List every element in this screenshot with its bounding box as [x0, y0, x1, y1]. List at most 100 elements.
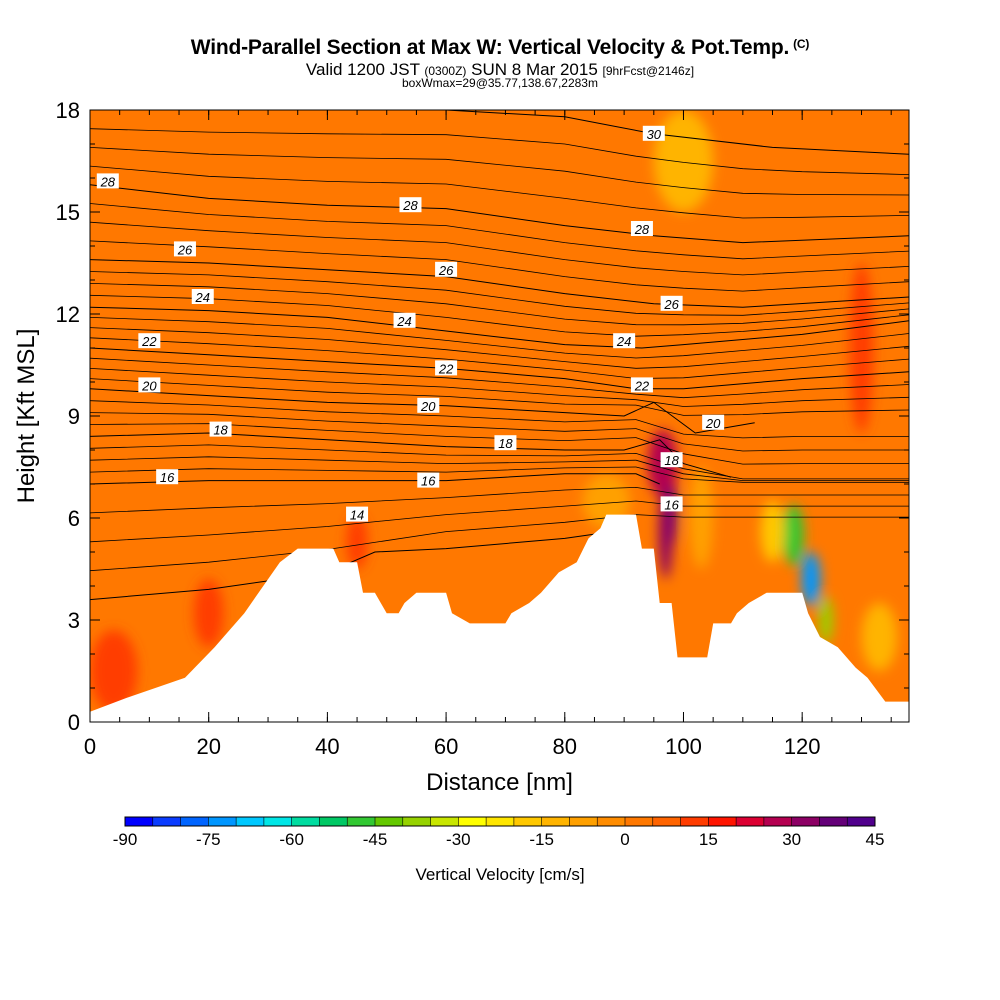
x-tick-label: 20	[196, 734, 220, 759]
velocity-anomaly-9	[346, 514, 368, 569]
colorbar-swatch	[347, 817, 376, 826]
contour-label: 26	[177, 242, 193, 257]
chart-title-text: Wind-Parallel Section at Max W: Vertical…	[190, 36, 790, 59]
isentrope-minor	[90, 357, 909, 399]
velocity-anomaly-8	[193, 579, 224, 648]
isentrope-minor	[90, 240, 909, 292]
colorbar-swatch	[736, 817, 765, 826]
isentrope-20	[90, 388, 755, 434]
colorbar-swatch	[430, 817, 459, 826]
colorbar-tick-label: -15	[529, 830, 554, 849]
isentrope-16	[90, 473, 660, 485]
isentrope-22	[90, 347, 909, 390]
x-tick-label: 100	[665, 734, 702, 759]
contour-label: 26	[663, 297, 679, 312]
contour-label-box	[435, 261, 458, 277]
velocity-anomaly-3	[801, 552, 821, 607]
isentrope-minor	[90, 203, 909, 260]
isentrope-minor	[90, 271, 909, 316]
terrain	[90, 514, 909, 722]
colorbar-swatch	[597, 817, 626, 826]
isentrope-minor	[90, 444, 909, 480]
contour-label: 16	[160, 470, 175, 485]
subtitle-valid: Valid 1200 JST	[305, 60, 420, 79]
contour-label-box	[435, 360, 458, 376]
contour-label-box	[96, 173, 119, 189]
velocity-anomaly-6	[760, 500, 785, 563]
isentrope-intermediate	[90, 128, 909, 572]
contour-label-box	[399, 197, 422, 213]
colorbar-swatch	[486, 817, 515, 826]
contour-label: 26	[438, 263, 454, 278]
contour-label-box	[494, 435, 517, 451]
colorbar-swatch	[569, 817, 598, 826]
contour-label-box	[613, 333, 636, 349]
velocity-anomaly-5	[818, 596, 834, 644]
contour-label-box	[660, 496, 683, 512]
x-axis-title: Distance [nm]	[426, 769, 573, 796]
contour-label: 24	[195, 290, 210, 305]
contour-label-box	[138, 333, 161, 349]
colorbar-tick-label: 30	[782, 830, 801, 849]
y-axis-title: Height [Kft MSL]	[13, 329, 40, 504]
colorbar-title: Vertical Velocity [cm/s]	[415, 865, 584, 884]
contour-label: 24	[396, 314, 411, 329]
colorbar-tick-label: 0	[620, 830, 629, 849]
colorbar-swatch	[375, 817, 404, 826]
contour-label-box	[660, 295, 683, 311]
colorbar-swatch	[791, 817, 820, 826]
isentrope-minor	[90, 412, 909, 452]
isentrope-minor	[90, 283, 909, 326]
contour-label-box	[393, 312, 416, 328]
subtitle-forecast: [9hrFcst@2146z]	[602, 64, 695, 78]
contour-label-box	[660, 452, 683, 468]
contour-label: 30	[647, 127, 662, 142]
colorbar-swatch	[847, 817, 876, 826]
colorbar-swatch	[652, 817, 682, 826]
isentrope-minor	[90, 317, 909, 359]
colorbar-swatch	[180, 817, 209, 826]
colorbar-tick-label: -90	[113, 830, 138, 849]
y-tick-label: 18	[56, 98, 80, 123]
velocity-anomalies	[90, 110, 898, 712]
colorbar-swatch	[291, 817, 320, 826]
axis-ticks: 0 20 40 60 80 100 120 0 3 6 9 12 15 18	[56, 98, 909, 759]
isentrope-minor	[90, 128, 909, 175]
velocity-anomaly-13	[849, 263, 874, 433]
chart-title: Wind-Parallel Section at Max W: Vertical…	[0, 36, 1000, 60]
y-tick-label: 9	[68, 404, 80, 429]
contour-label: 28	[100, 174, 116, 189]
contour-label-box	[173, 241, 196, 257]
isentrope-minor	[90, 400, 909, 439]
contour-label: 20	[420, 399, 436, 414]
colorbar-swatch	[819, 817, 848, 826]
x-tick-label: 0	[84, 734, 96, 759]
colorbar-tick-label: -60	[279, 830, 304, 849]
y-tick-label: 3	[68, 608, 80, 633]
contour-labels: 28 28 28 30 26 26 26 24 24 24 22 22 22 20 20 20 18 18 18 16…	[96, 125, 725, 523]
velocity-anomaly-4	[782, 504, 804, 566]
contour-label: 16	[421, 474, 436, 489]
plot-area: 28 28 28 30 26 26 26 24 24 24 22 22 22 20 20 20 18 18 18 16…	[90, 110, 909, 722]
colorbar-swatch	[763, 817, 793, 826]
colorbar-swatch	[680, 817, 709, 826]
velocity-anomaly-14	[861, 603, 898, 671]
isentropes	[90, 110, 909, 601]
contour-label-box	[702, 414, 725, 430]
colorbar-swatch	[125, 817, 154, 826]
contour-label-box	[346, 506, 369, 522]
colorbar-swatch	[541, 817, 570, 826]
isentrope-minor	[90, 221, 909, 276]
isentrope-minor	[90, 500, 909, 543]
velocity-anomaly-12	[653, 110, 714, 212]
colorbar-tick-label: 15	[699, 830, 718, 849]
contour-label-box	[156, 469, 179, 485]
chart-subtitle: Valid 1200 JST (0300Z) SUN 8 Mar 2015 [9…	[0, 60, 1000, 80]
y-tick-label: 0	[68, 710, 80, 735]
velocity-anomaly-11	[689, 467, 714, 569]
isentrope-minor	[90, 378, 909, 416]
colorbar-frame	[124, 816, 876, 827]
isentrope-26	[90, 259, 909, 308]
contour-label: 18	[213, 423, 228, 438]
contour-label: 14	[350, 508, 364, 523]
